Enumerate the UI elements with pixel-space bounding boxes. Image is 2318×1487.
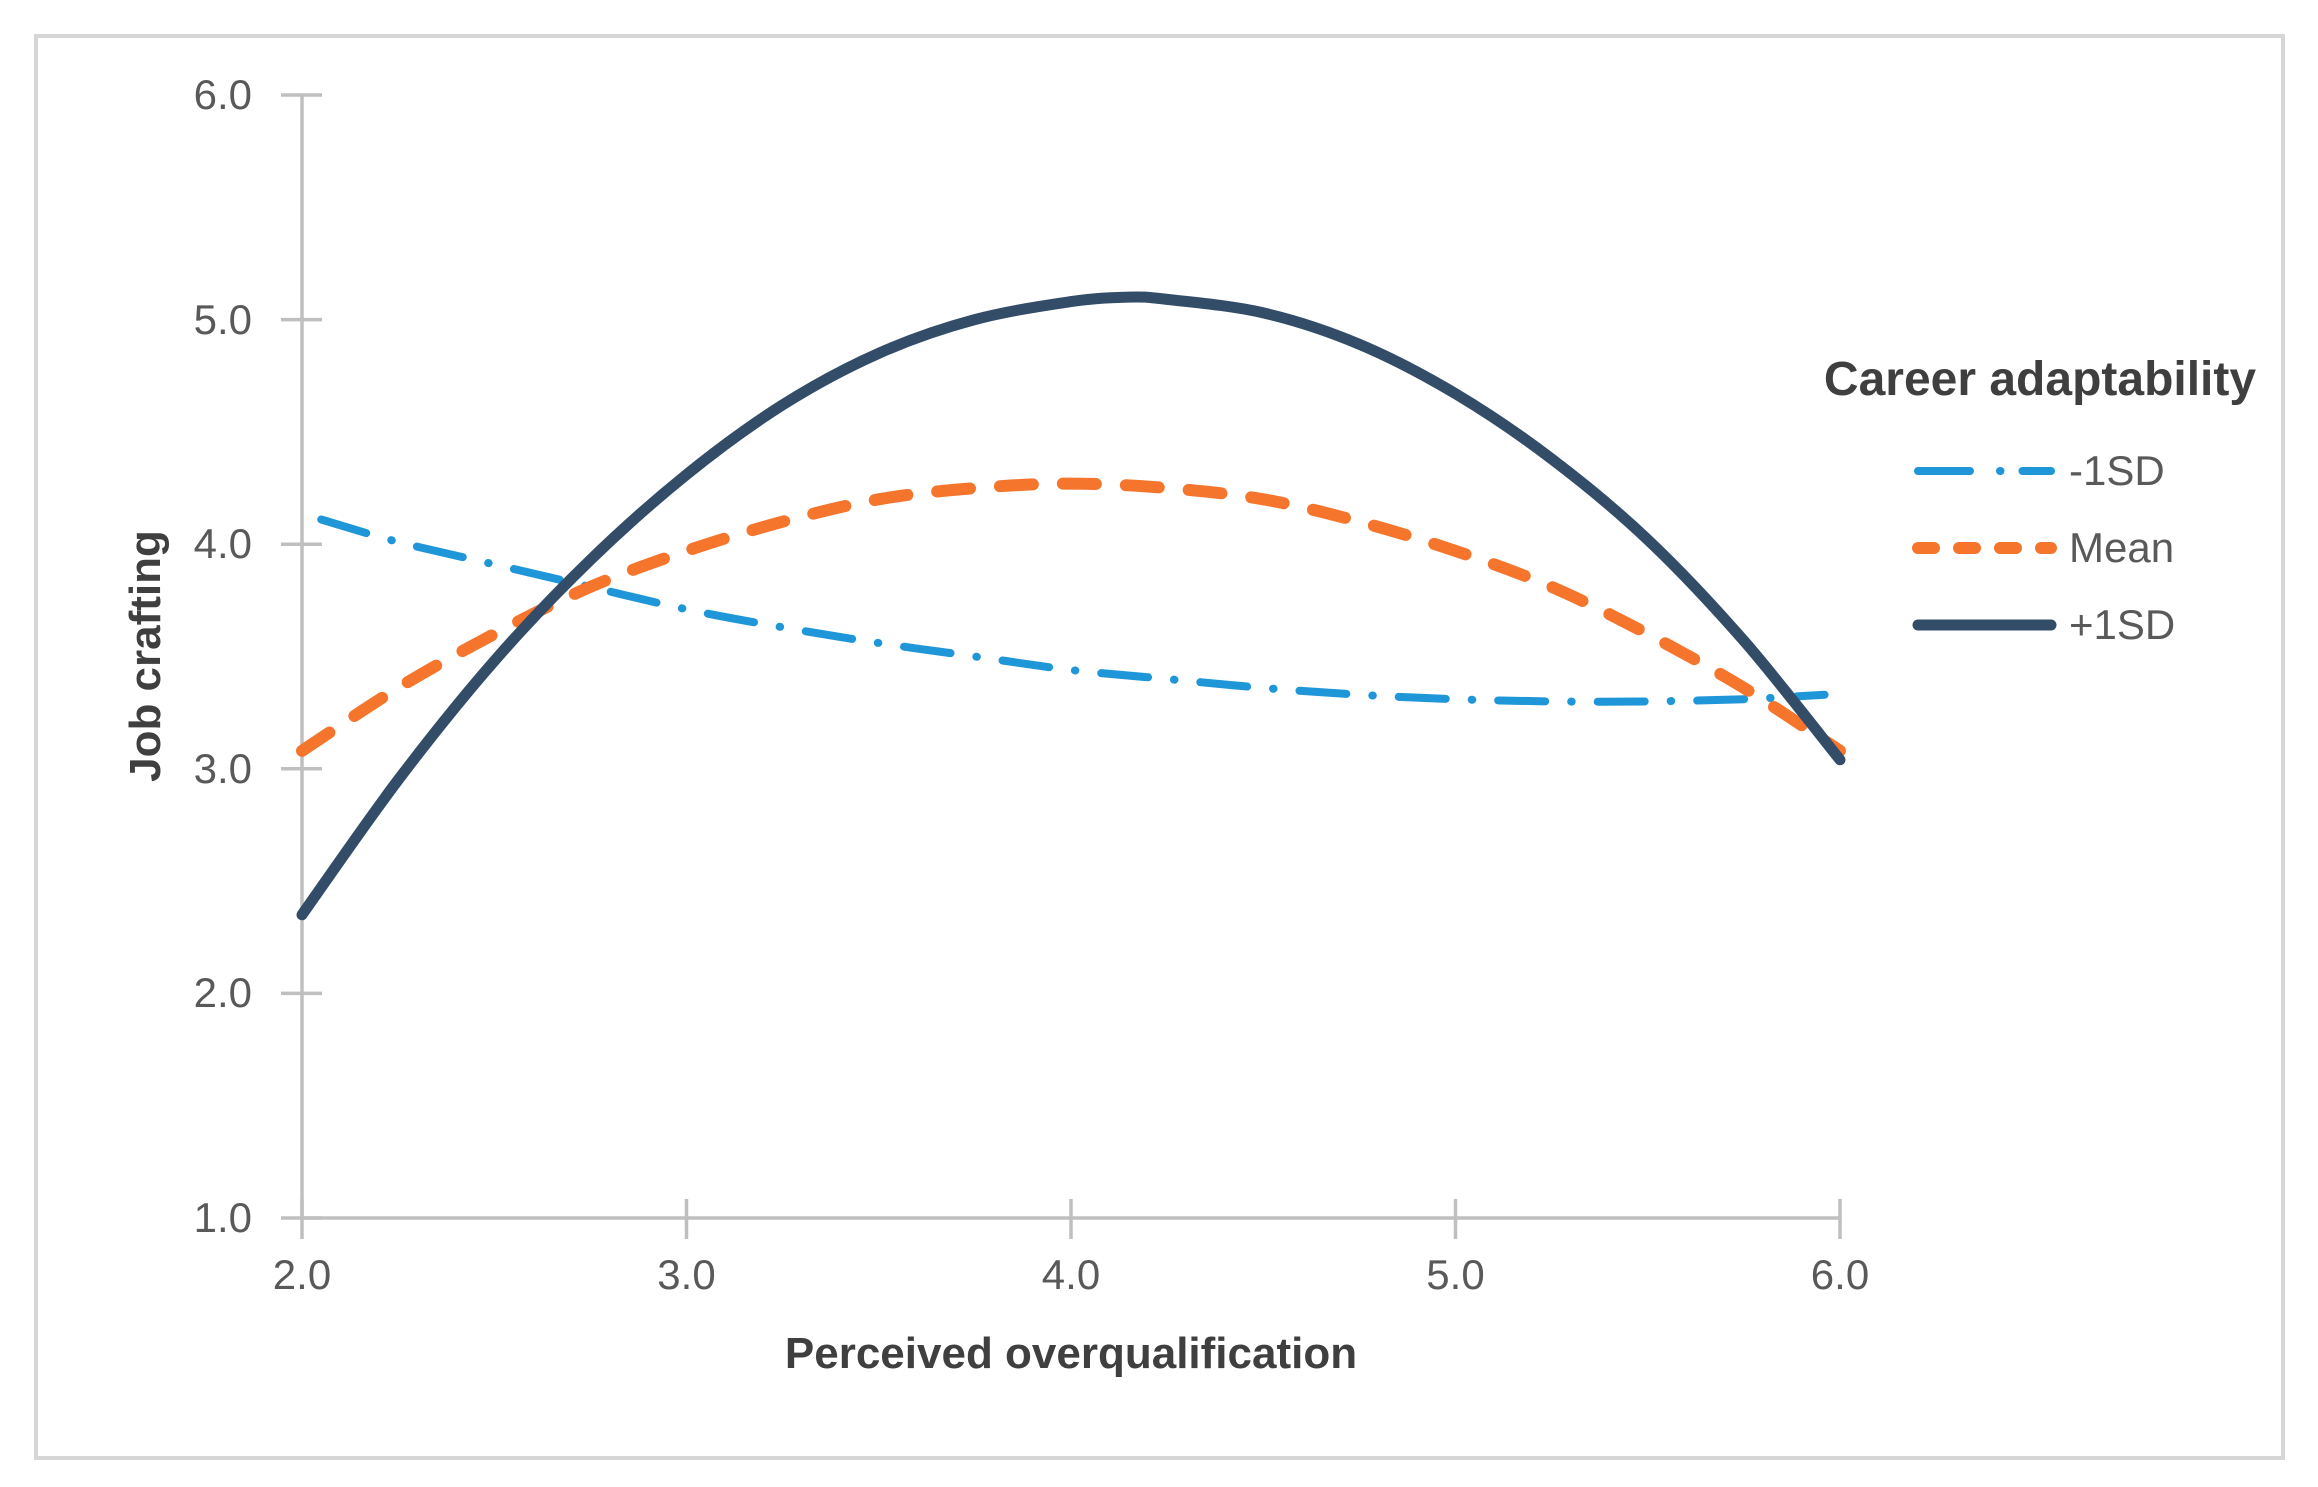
y-axis-title: Job crafting: [121, 530, 170, 782]
axis-ticks: [281, 93, 1842, 1239]
plot-path: [300, 93, 1842, 1220]
y-tick-label: 2.0: [193, 969, 252, 1017]
y-tick-label: 1.0: [193, 1194, 252, 1241]
legend-title: Career adaptability: [1823, 353, 2257, 406]
legend-item-1sd: +1SD: [1912, 586, 2175, 663]
legend-item-label: Mean: [2069, 523, 2175, 571]
series-line-1sd: [296, 291, 1846, 921]
legend-line-sample: [1912, 541, 2057, 554]
x-tick-label: 4.0: [1041, 1251, 1101, 1298]
y-tick-label: 5.0: [193, 295, 252, 343]
x-tick-label: 5.0: [1426, 1251, 1485, 1298]
x-tick-label: 6.0: [1810, 1251, 1870, 1298]
legend-items: -1SD Mean +1SD: [1912, 432, 2175, 663]
legend-item-label: -1SD: [2069, 446, 2165, 494]
x-axis-title: Perceived overqualification: [784, 1329, 1358, 1378]
legend-line-sample: [1914, 466, 2055, 475]
series-line-1sd: [317, 515, 1829, 706]
legend-item-mean: Mean: [1912, 509, 2175, 586]
legend-line-sample: [1912, 619, 2057, 630]
x-tick-label: 3.0: [657, 1251, 716, 1298]
x-tick-label: 2.0: [272, 1251, 332, 1298]
y-tick-label: 6.0: [193, 71, 252, 118]
chart-frame: [34, 34, 2285, 1460]
y-tick-label: 3.0: [193, 744, 252, 792]
legend-item-1sd: -1SD: [1912, 432, 2175, 509]
y-tick-label: 4.0: [193, 520, 252, 568]
legend: Career adaptability -1SD Mean +1SD: [1810, 352, 2280, 645]
legend-item-label: +1SD: [2069, 600, 2176, 648]
